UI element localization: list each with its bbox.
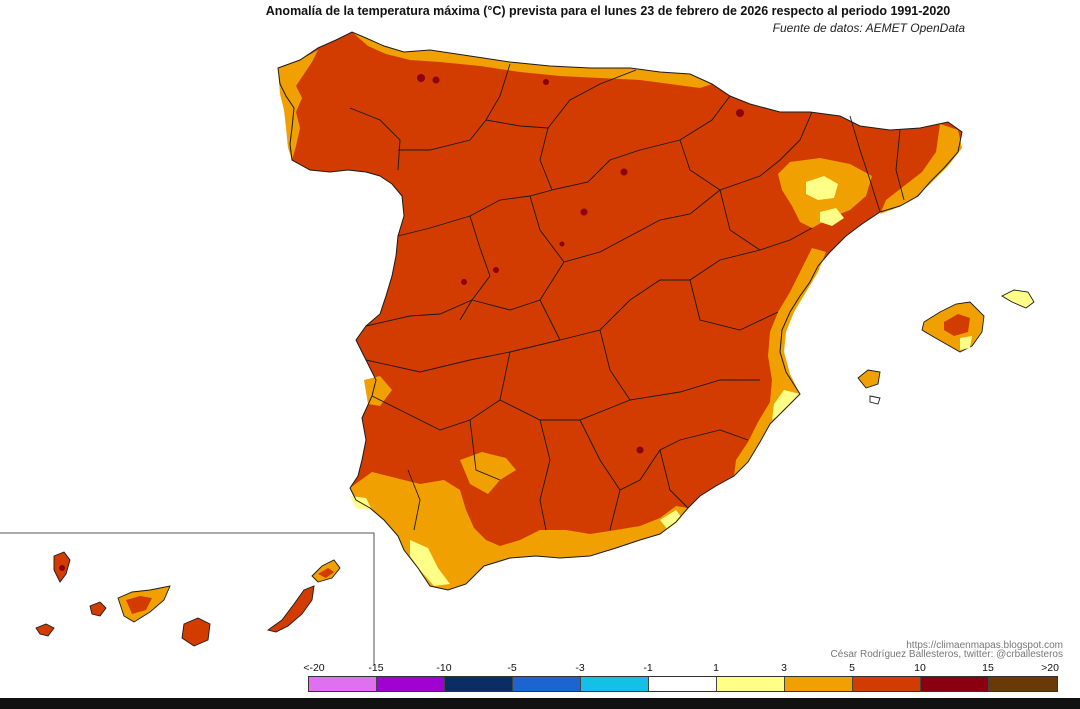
la-palma-hotspot — [59, 565, 65, 571]
legend-swatch — [581, 677, 649, 691]
sevilla-orange — [460, 452, 516, 494]
hotspot-asturias — [432, 76, 440, 84]
legend-tick-label: -15 — [368, 662, 384, 674]
andalusia-coast-orange — [350, 472, 688, 590]
legend-tick-label: 5 — [849, 662, 855, 674]
legend-tick-label: >20 — [1041, 662, 1059, 674]
hotspot-soria — [620, 168, 628, 176]
fuerteventura — [266, 585, 315, 633]
legend-ticks: <-20 -15 -10 -5 -3 -1 1 3 5 10 15 >20 — [303, 662, 1068, 674]
mallorca-yellow — [960, 336, 972, 350]
bottom-bar — [0, 698, 1080, 709]
map-title: Anomalía de la temperatura máxima (°C) p… — [265, 4, 951, 18]
legend-swatch — [445, 677, 513, 691]
ibiza — [857, 369, 881, 389]
legend-swatch — [309, 677, 377, 691]
cadiz-yellow — [410, 540, 450, 586]
hotspot-navarra — [736, 109, 744, 117]
menorca — [1001, 289, 1035, 309]
hotspot-toledo — [559, 241, 565, 247]
legend-tick-label: -1 — [643, 662, 653, 674]
legend-tick-label: <-20 — [303, 662, 325, 674]
credit-url: https://climaenmapas.blogspot.com — [906, 640, 1063, 651]
mallorca-core — [944, 314, 970, 336]
legend-tick-label: 15 — [982, 662, 994, 674]
catalonia-coast-orange — [880, 124, 962, 214]
legend-swatch — [377, 677, 445, 691]
legend-tick-label: 1 — [713, 662, 719, 674]
data-source: Fuente de datos: AEMET OpenData — [772, 21, 965, 35]
alicante-yellow — [772, 390, 800, 420]
province-borders — [349, 63, 905, 531]
gran-canaria — [181, 617, 211, 647]
lleida-yellow-patch — [820, 208, 844, 226]
legend-swatch — [717, 677, 785, 691]
legend-swatch — [989, 677, 1057, 691]
legend-swatch — [785, 677, 853, 691]
legend-tick-label: 3 — [781, 662, 787, 674]
legend-swatch — [853, 677, 921, 691]
formentera — [869, 395, 881, 405]
legend-tick-label: -10 — [436, 662, 452, 674]
hotspot-gredos — [493, 267, 499, 273]
hotspot-caceres — [461, 279, 467, 285]
el-hierro — [35, 623, 55, 637]
hotspot-galicia — [417, 74, 425, 82]
legend-swatch — [921, 677, 989, 691]
legend-tick-label: -5 — [507, 662, 517, 674]
hotspot-granada — [636, 446, 644, 454]
peninsula-outline — [277, 31, 963, 591]
legend-tick-label: 10 — [914, 662, 926, 674]
legend-tick-label: -3 — [575, 662, 585, 674]
hotspot-cantabria — [543, 79, 549, 85]
north-coast-orange — [352, 32, 712, 88]
lanzarote-core — [318, 568, 334, 578]
galicia-coast-orange — [278, 50, 318, 160]
la-gomera — [89, 601, 107, 617]
levante-coast-orange — [734, 248, 826, 476]
color-legend — [308, 676, 1058, 692]
legend-swatch — [649, 677, 717, 691]
tenerife-core — [126, 596, 152, 614]
almeria-yellow — [660, 510, 682, 530]
credit-author: César Rodríguez Ballesteros, twitter: @c… — [830, 649, 1063, 660]
ebro-yellow-patch — [806, 176, 838, 200]
hotspot-madrid — [580, 208, 588, 216]
legend-swatch — [513, 677, 581, 691]
canary-inset-frame — [0, 532, 375, 665]
